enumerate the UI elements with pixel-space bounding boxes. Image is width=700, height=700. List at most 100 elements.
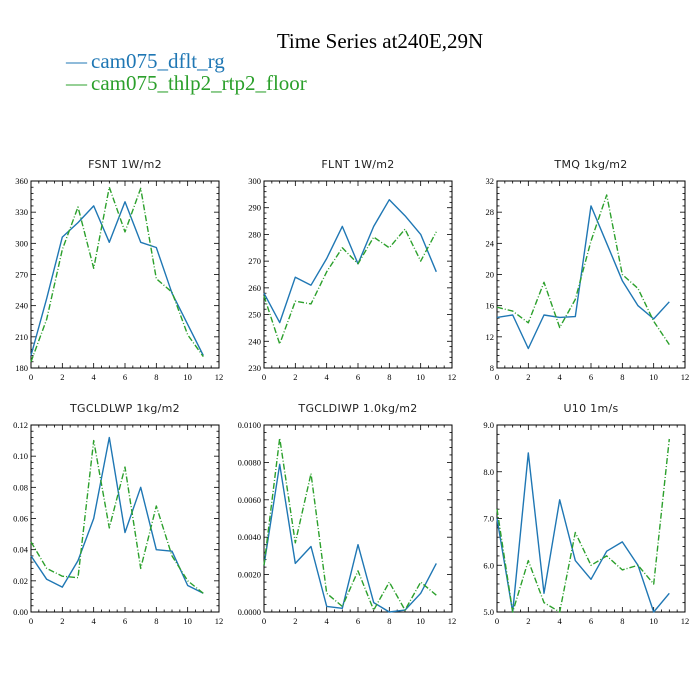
y-tick-label: 16 [486,301,495,311]
x-tick-label: 0 [29,616,33,626]
y-tick-label: 9.0 [483,420,494,430]
y-tick-label: 32 [486,176,495,186]
x-tick-label: 10 [183,616,192,626]
x-tick-label: 8 [154,616,158,626]
y-tick-label: 270 [248,256,261,266]
y-tick-label: 210 [15,332,28,342]
y-tick-label: 0.06 [13,514,28,524]
x-tick-label: 6 [589,372,593,382]
series-line-tgcldiwp-thlp2 [263,437,437,611]
x-tick-label: 2 [526,372,530,382]
x-tick-label: 10 [416,616,425,626]
series-line-tmq-thlp2 [496,194,670,345]
legend-label-dflt: cam075_dflt_rg [91,49,225,73]
y-tick-label: 0.0000 [238,607,261,617]
panel-fsnt: FSNT 1W/m2 0 2 4 6 8 10 12 180 210 240 270 300 330 360 [15,158,223,382]
x-tick-label: 8 [387,616,391,626]
x-tick-label: 8 [620,616,624,626]
x-tick-label: 4 [92,616,97,626]
y-tick-label: 0.00 [13,607,28,617]
x-tick-label: 0 [262,616,266,626]
legend-entry-thlp2: — cam075_thlp2_rtp2_floor [65,71,307,95]
x-tick-label: 6 [356,372,360,382]
x-tick-label: 8 [620,372,624,382]
x-tick-label: 10 [649,616,658,626]
legend: — cam075_dflt_rg — cam075_thlp2_rtp2_floor [65,49,307,95]
panel-title-flnt: FLNT 1W/m2 [321,158,394,171]
y-tick-label: 180 [15,363,28,373]
x-tick-label: 2 [293,372,297,382]
legend-marker-dflt: — [65,49,88,73]
y-tick-label: 0.0020 [238,570,261,580]
y-tick-label: 0.02 [13,576,28,586]
y-tick-label: 8.0 [483,467,494,477]
x-tick-label: 12 [448,616,457,626]
y-tick-label: 250 [248,310,261,320]
series-line-u10-thlp2 [496,438,670,613]
series-line-fsnt-thlp2 [30,186,204,363]
x-tick-label: 2 [60,616,64,626]
x-tick-label: 12 [448,372,457,382]
panel-title-fsnt: FSNT 1W/m2 [88,158,162,171]
legend-marker-thlp2: — [65,71,88,95]
y-tick-label: 0.08 [13,482,28,492]
x-tick-label: 6 [356,616,360,626]
figure-title: Time Series at240E,29N [277,29,483,53]
y-tick-label: 230 [248,363,261,373]
x-tick-label: 6 [589,616,593,626]
y-tick-label: 290 [248,203,261,213]
panel-title-tmq: TMQ 1kg/m2 [553,158,627,171]
y-tick-label: 7.0 [483,514,494,524]
y-tick-label: 300 [248,176,261,186]
x-tick-label: 0 [29,372,33,382]
series-line-tmq-dflt [496,205,670,350]
x-tick-label: 6 [123,616,127,626]
x-tick-label: 4 [558,616,563,626]
y-tick-label: 12 [486,332,495,342]
legend-entry-dflt: — cam075_dflt_rg [65,49,225,73]
panel-tgcldlwp: TGCLDLWP 1kg/m2 0 2 4 6 8 10 12 0.00 0.02 0.04 0.06… [13,402,223,626]
y-tick-label: 6.0 [483,560,494,570]
x-tick-label: 0 [262,372,266,382]
series-line-tgcldlwp-thlp2 [30,439,204,594]
y-tick-label: 5.0 [483,607,494,617]
y-tick-label: 240 [248,336,261,346]
x-tick-label: 2 [526,616,530,626]
y-tick-label: 0.0060 [238,495,261,505]
x-tick-label: 12 [215,616,224,626]
x-tick-label: 4 [558,372,563,382]
panel-u10: U10 1m/s 0 2 4 6 8 10 12 5.0 6.0 7.0 8.0 9.0 [483,402,689,626]
y-tick-label: 280 [248,229,261,239]
y-tick-label: 20 [486,270,495,280]
series-line-tgcldiwp-dflt [263,463,437,613]
y-tick-label: 24 [486,238,495,248]
panel-tgcldiwp: TGCLDIWP 1.0kg/m2 0 2 4 6 8 10 12 0.0000 0.0020 0.… [238,402,457,626]
y-tick-label: 8 [490,363,494,373]
y-tick-label: 28 [486,207,495,217]
x-tick-label: 8 [154,372,158,382]
y-tick-label: 270 [15,270,28,280]
x-tick-label: 12 [681,616,690,626]
panel-flnt: FLNT 1W/m2 0 2 4 6 8 10 12 230 240 250 260 270 280 290… [248,158,456,382]
x-tick-label: 4 [325,372,330,382]
x-tick-label: 12 [681,372,690,382]
x-tick-label: 2 [60,372,64,382]
y-tick-label: 300 [15,238,28,248]
panel-title-tgcldiwp: TGCLDIWP 1.0kg/m2 [297,402,417,415]
x-tick-label: 10 [649,372,658,382]
x-tick-label: 4 [92,372,97,382]
x-tick-label: 10 [416,372,425,382]
y-tick-label: 0.04 [13,545,29,555]
panel-title-tgcldlwp: TGCLDLWP 1kg/m2 [69,402,180,415]
panel-title-u10: U10 1m/s [563,402,618,415]
series-line-u10-dflt [496,452,670,613]
y-tick-label: 360 [15,176,28,186]
y-tick-label: 0.10 [13,451,28,461]
x-tick-label: 2 [293,616,297,626]
x-tick-label: 0 [495,616,499,626]
series-line-flnt-dflt [263,198,437,324]
panels: FSNT 1W/m20 2 4 6 8 10 12180210240270300330360… [13,158,689,626]
y-tick-label: 260 [248,283,261,293]
